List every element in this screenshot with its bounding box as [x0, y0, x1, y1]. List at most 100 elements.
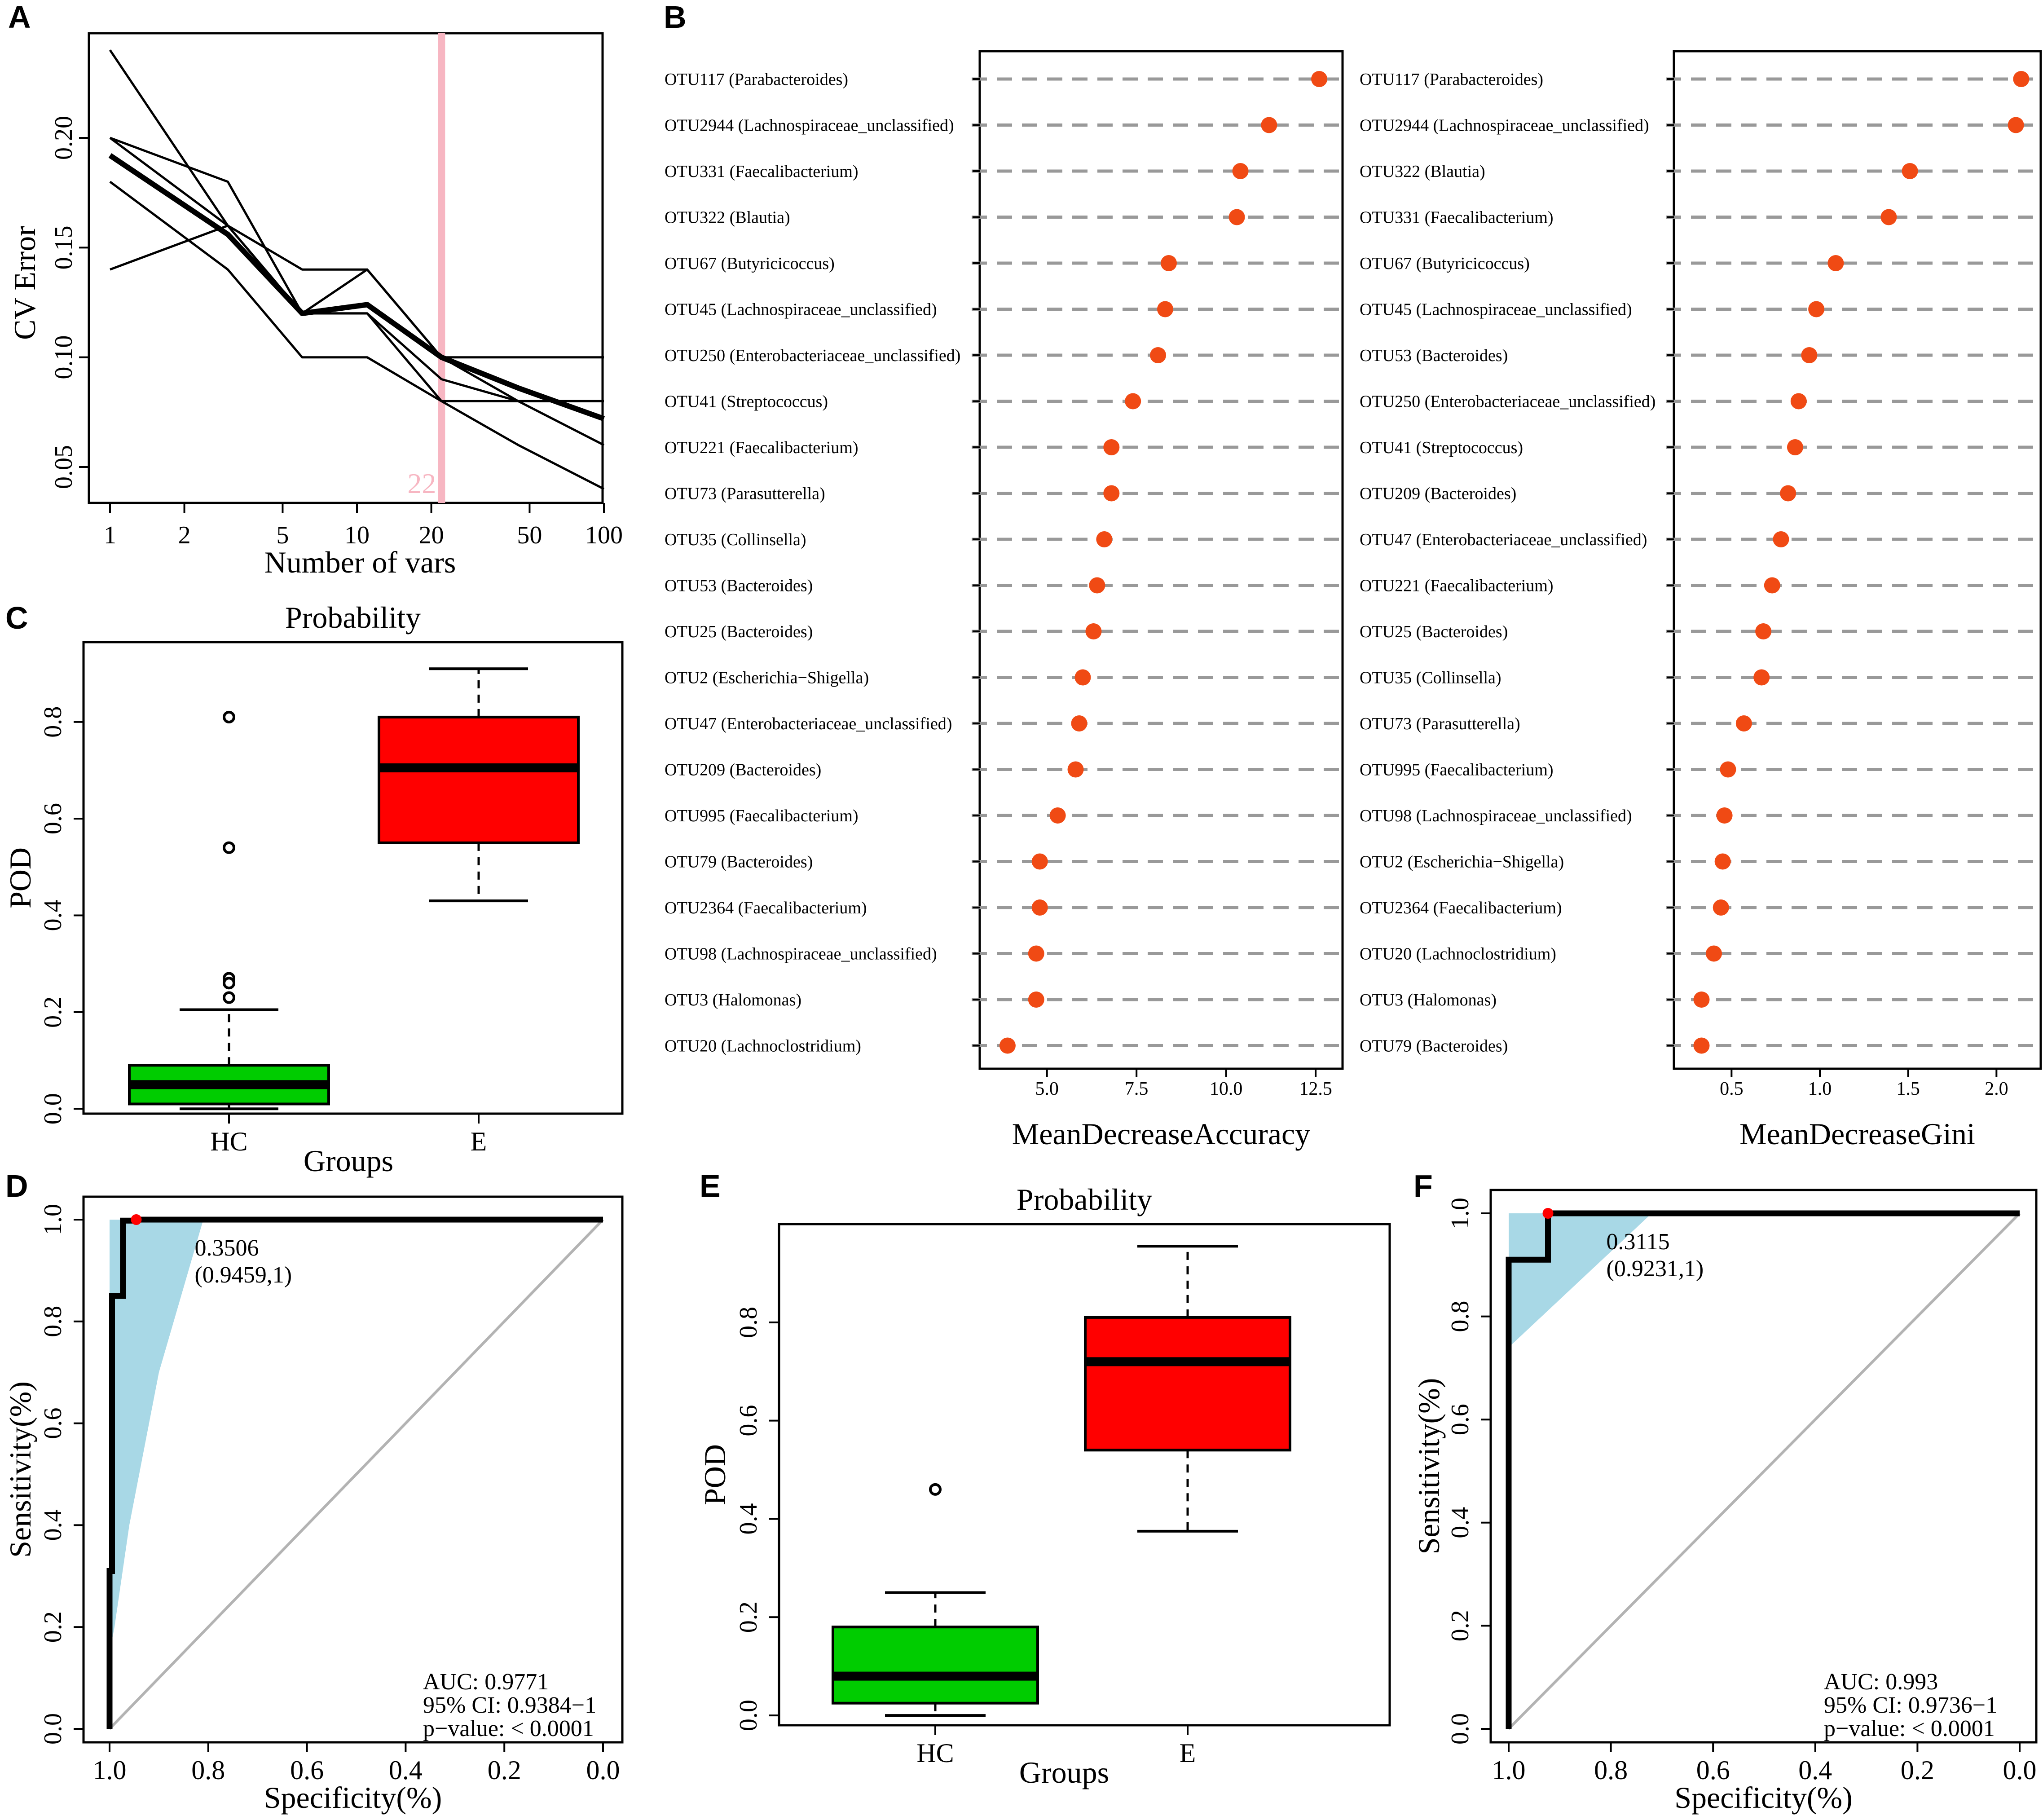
box-outlier	[223, 991, 235, 1004]
panel-a-frame	[88, 32, 604, 504]
panel-b-2: OTU117 (Parabacteroides) OTU2944 (Lachnos…	[1360, 50, 2042, 1151]
x-axis-label: Specificity(%)	[1674, 1780, 1853, 1815]
auc-text: AUC: 0.993	[1824, 1669, 1938, 1695]
importance-point	[1720, 761, 1736, 778]
y-tick-label: 0.2	[39, 996, 67, 1028]
panel-b2-frame	[1673, 50, 2042, 1070]
importance-point	[1150, 347, 1167, 363]
otu-label: OTU322 (Blautia)	[1360, 162, 1485, 181]
otu-label: OTU2364 (Faecalibacterium)	[665, 899, 867, 917]
x-tick-label: 1.0	[1808, 1079, 1832, 1099]
otu-label: OTU25 (Bacteroides)	[665, 622, 813, 641]
panel-c: HC E 0.0 0.2 0.4 0.6 0.8 Probability Groups POD	[3, 600, 624, 1178]
panel-c-frame	[82, 641, 624, 1115]
x-tick-label: 0.6	[1696, 1755, 1730, 1785]
x-tick-label: 0.4	[1798, 1755, 1832, 1785]
importance-point	[1031, 899, 1048, 916]
importance-point	[1790, 393, 1807, 410]
x-axis-label: Groups	[304, 1144, 393, 1178]
otu-label: OTU250 (Enterobacteriaceae_unclassified)	[1360, 392, 1656, 411]
box-e	[1084, 1316, 1291, 1452]
x-tick-label: 1.0	[93, 1755, 127, 1785]
x-tick-label: 20	[419, 521, 444, 549]
importance-point	[1028, 945, 1044, 962]
otu-label: OTU47 (Enterobacteriaceae_unclassified)	[665, 714, 952, 733]
cv-line-mean	[108, 153, 605, 422]
otu-label: OTU322 (Blautia)	[665, 208, 790, 227]
y-axis-label: POD	[698, 1444, 732, 1505]
roc-diagonal	[1507, 1212, 2021, 1730]
x-axis-label: Groups	[1019, 1755, 1109, 1789]
x-tick-label: 12.5	[1299, 1079, 1332, 1099]
otu-label: OTU45 (Lachnospiraceae_unclassified)	[665, 300, 937, 319]
otu-label: OTU20 (Lachnoclostridium)	[665, 1037, 861, 1056]
importance-point	[1071, 715, 1088, 732]
y-tick-label: 0.0	[39, 1093, 67, 1124]
importance-point	[2013, 71, 2030, 87]
importance-point	[1693, 1037, 1710, 1054]
importance-point	[999, 1037, 1016, 1054]
y-tick-label: 0.20	[50, 116, 78, 160]
x-tick-label: 1.0	[1492, 1755, 1526, 1785]
otu-label: OTU45 (Lachnospiraceae_unclassified)	[1360, 300, 1632, 319]
importance-point	[1311, 71, 1328, 87]
y-tick-label: 0.05	[50, 445, 78, 489]
threshold-coords: (0.9459,1)	[194, 1262, 292, 1288]
otu-label: OTU221 (Faecalibacterium)	[1360, 577, 1554, 595]
x-tick-label: 0.8	[1594, 1755, 1628, 1785]
x-tick-label: 7.5	[1125, 1079, 1149, 1099]
otu-label: OTU73 (Parasutterella)	[665, 485, 825, 503]
otu-label: OTU995 (Faecalibacterium)	[665, 806, 859, 825]
otu-label: OTU331 (Faecalibacterium)	[665, 162, 859, 181]
y-tick-label: 0.6	[1446, 1404, 1474, 1435]
otu-label: OTU2944 (Lachnospiraceae_unclassified)	[665, 116, 954, 135]
panel-e: HC E 0.0 0.2 0.4 0.6 0.8 Probability Groups POD	[698, 1182, 1391, 1789]
importance-point	[1773, 531, 1789, 547]
panel-b1-frame	[978, 50, 1344, 1070]
y-tick-label: 0.2	[735, 1601, 762, 1633]
x-tick-label: HC	[210, 1127, 247, 1156]
x-axis-label: Number of vars	[264, 545, 456, 579]
panel-e-frame	[778, 1223, 1391, 1727]
roc-threshold-point	[131, 1214, 142, 1225]
x-tick-label: 0.5	[1720, 1079, 1744, 1099]
importance-point	[1157, 301, 1173, 317]
otu-label: OTU98 (Lachnospiraceae_unclassified)	[1360, 806, 1632, 825]
importance-point	[1089, 577, 1105, 594]
otu-label: OTU3 (Halomonas)	[665, 991, 801, 1009]
importance-point	[1031, 853, 1048, 870]
otu-label: OTU67 (Butyricicoccus)	[665, 254, 835, 273]
otu-label: OTU98 (Lachnospiraceae_unclassified)	[665, 945, 937, 964]
importance-point	[1228, 209, 1245, 225]
x-tick-label: E	[1180, 1738, 1196, 1768]
otu-label: OTU47 (Enterobacteriaceae_unclassified)	[1360, 530, 1647, 549]
otu-label: OTU250 (Enterobacteriaceae_unclassified)	[665, 346, 960, 365]
otu-label: OTU41 (Streptococcus)	[665, 392, 828, 411]
cv-line-cv5	[109, 137, 604, 402]
importance-point	[1902, 163, 1918, 179]
x-tick-label: 1	[104, 521, 116, 549]
panel-letter-d: D	[5, 1168, 28, 1203]
y-tick-label: 0.0	[39, 1713, 67, 1745]
panel-letter-e: E	[700, 1168, 721, 1203]
chart-title: Probability	[285, 600, 421, 635]
otu-label: OTU35 (Collinsella)	[1360, 669, 1501, 687]
y-tick-label: 0.4	[39, 1509, 67, 1541]
box-hc	[832, 1626, 1039, 1705]
importance-point	[1753, 669, 1770, 686]
otu-label: OTU209 (Bacteroides)	[1360, 485, 1516, 503]
importance-point	[1693, 992, 1710, 1008]
x-axis-label: MeanDecreaseAccuracy	[1012, 1117, 1310, 1151]
x-tick-label: 10	[344, 521, 370, 549]
box-outlier	[929, 1483, 942, 1496]
importance-point	[1716, 807, 1733, 824]
x-axis-label: Specificity(%)	[264, 1780, 442, 1815]
importance-point	[1827, 255, 1844, 271]
importance-point	[1125, 393, 1141, 410]
threshold-label: 0.3115	[1607, 1229, 1670, 1255]
ci-text: 95% CI: 0.9384−1	[423, 1692, 596, 1718]
roc-threshold-point	[1542, 1208, 1554, 1219]
x-axis-label: MeanDecreaseGini	[1739, 1117, 1975, 1151]
y-tick-label: 0.4	[39, 899, 67, 931]
x-tick-label: 1.5	[1896, 1079, 1920, 1099]
